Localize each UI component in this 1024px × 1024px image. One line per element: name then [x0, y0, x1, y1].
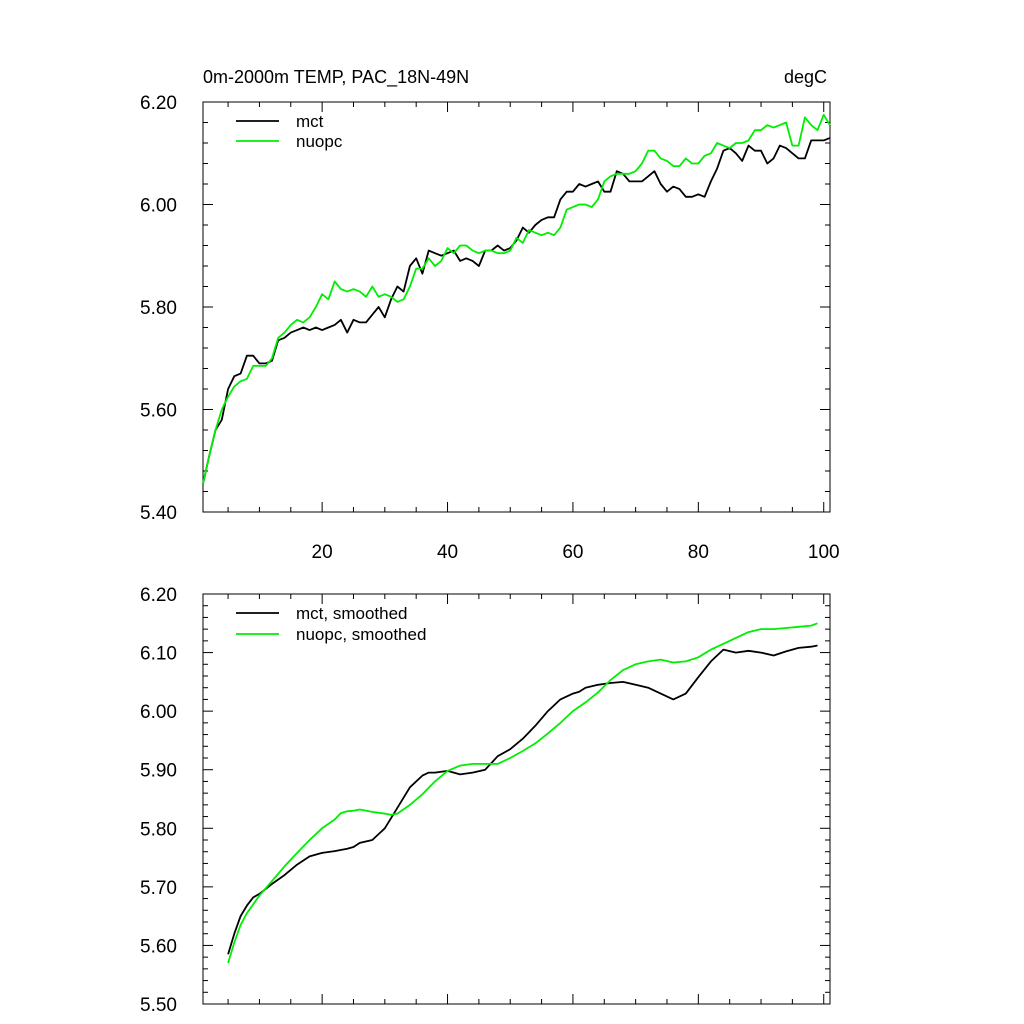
series-line-nuopc-smoothed — [227, 622, 818, 964]
plot-frame-top — [202, 101, 831, 513]
x-tick-label: 20 — [312, 542, 333, 563]
x-tick-label: 40 — [437, 542, 458, 563]
x-tick-label: 60 — [562, 542, 583, 563]
x-tick-label: 100 — [808, 542, 840, 563]
y-tick-label: 6.00 — [140, 196, 177, 217]
y-tick-label: 5.60 — [140, 936, 177, 957]
y-tick-label: 5.90 — [140, 761, 177, 782]
y-tick-label: 6.10 — [140, 644, 177, 665]
x-tick-label: 80 — [688, 542, 709, 563]
legend-label: mct, smoothed — [296, 604, 408, 623]
legend-label: nuopc — [296, 132, 343, 151]
y-tick-label: 6.20 — [140, 93, 177, 114]
y-tick-label: 6.20 — [140, 585, 177, 606]
series-line-mct-smoothed — [227, 644, 818, 955]
y-tick-label: 5.60 — [140, 401, 177, 422]
y-tick-label: 5.40 — [140, 503, 177, 524]
y-tick-label: 5.80 — [140, 819, 177, 840]
y-tick-label: 5.70 — [140, 878, 177, 899]
series-line-nuopc — [202, 113, 831, 484]
units-label: degC — [784, 67, 827, 87]
y-tick-label: 5.80 — [140, 298, 177, 319]
chart-bottom: 5.50 5.60 5.70 5.80 5.90 6.00 6.10 6.20 mct, smo… — [140, 585, 831, 1016]
plot-title: 0m-2000m TEMP, PAC_18N-49N — [203, 67, 469, 88]
series-line-mct — [202, 137, 831, 484]
legend-label: nuopc, smoothed — [296, 625, 426, 644]
y-tick-label: 5.50 — [140, 995, 177, 1016]
plot-frame-bottom — [202, 593, 831, 1005]
legend-label: mct — [296, 112, 324, 131]
y-tick-label: 6.00 — [140, 702, 177, 723]
